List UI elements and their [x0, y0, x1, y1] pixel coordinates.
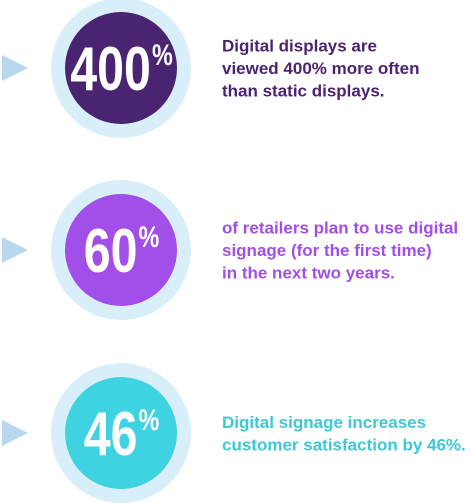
stat-description: customer satisfaction by 46%. — [222, 435, 466, 454]
stat-row: 400% Digital displays are viewed 400% more… — [2, 0, 419, 138]
stat-unit: % — [138, 403, 159, 436]
pointer-triangle — [2, 420, 28, 446]
stat-description: in the next two years. — [222, 264, 395, 283]
stat-unit: % — [152, 38, 173, 71]
stat-description: viewed 400% more often — [222, 59, 419, 78]
stat-description: than static displays. — [222, 82, 385, 101]
pointer-triangle — [2, 237, 28, 263]
stat-number: 60 — [84, 216, 138, 285]
pointer-triangle — [2, 55, 28, 81]
stat-description: of retailers plan to use digital — [222, 219, 458, 238]
inner-circle — [65, 377, 177, 489]
stat-number: 400 — [70, 34, 151, 103]
stat-row: 60% of retailers plan to use digital signa… — [2, 180, 458, 320]
stat-unit: % — [138, 220, 159, 253]
stat-description: Digital displays are — [222, 37, 377, 56]
inner-circle — [65, 12, 177, 124]
inner-circle — [65, 194, 177, 306]
stat-row: 46% Digital signage increases customer sat… — [2, 363, 466, 503]
stat-description: signage (for the first time) — [222, 241, 432, 260]
stat-description: Digital signage increases — [222, 413, 426, 432]
stat-number: 46 — [84, 399, 138, 468]
